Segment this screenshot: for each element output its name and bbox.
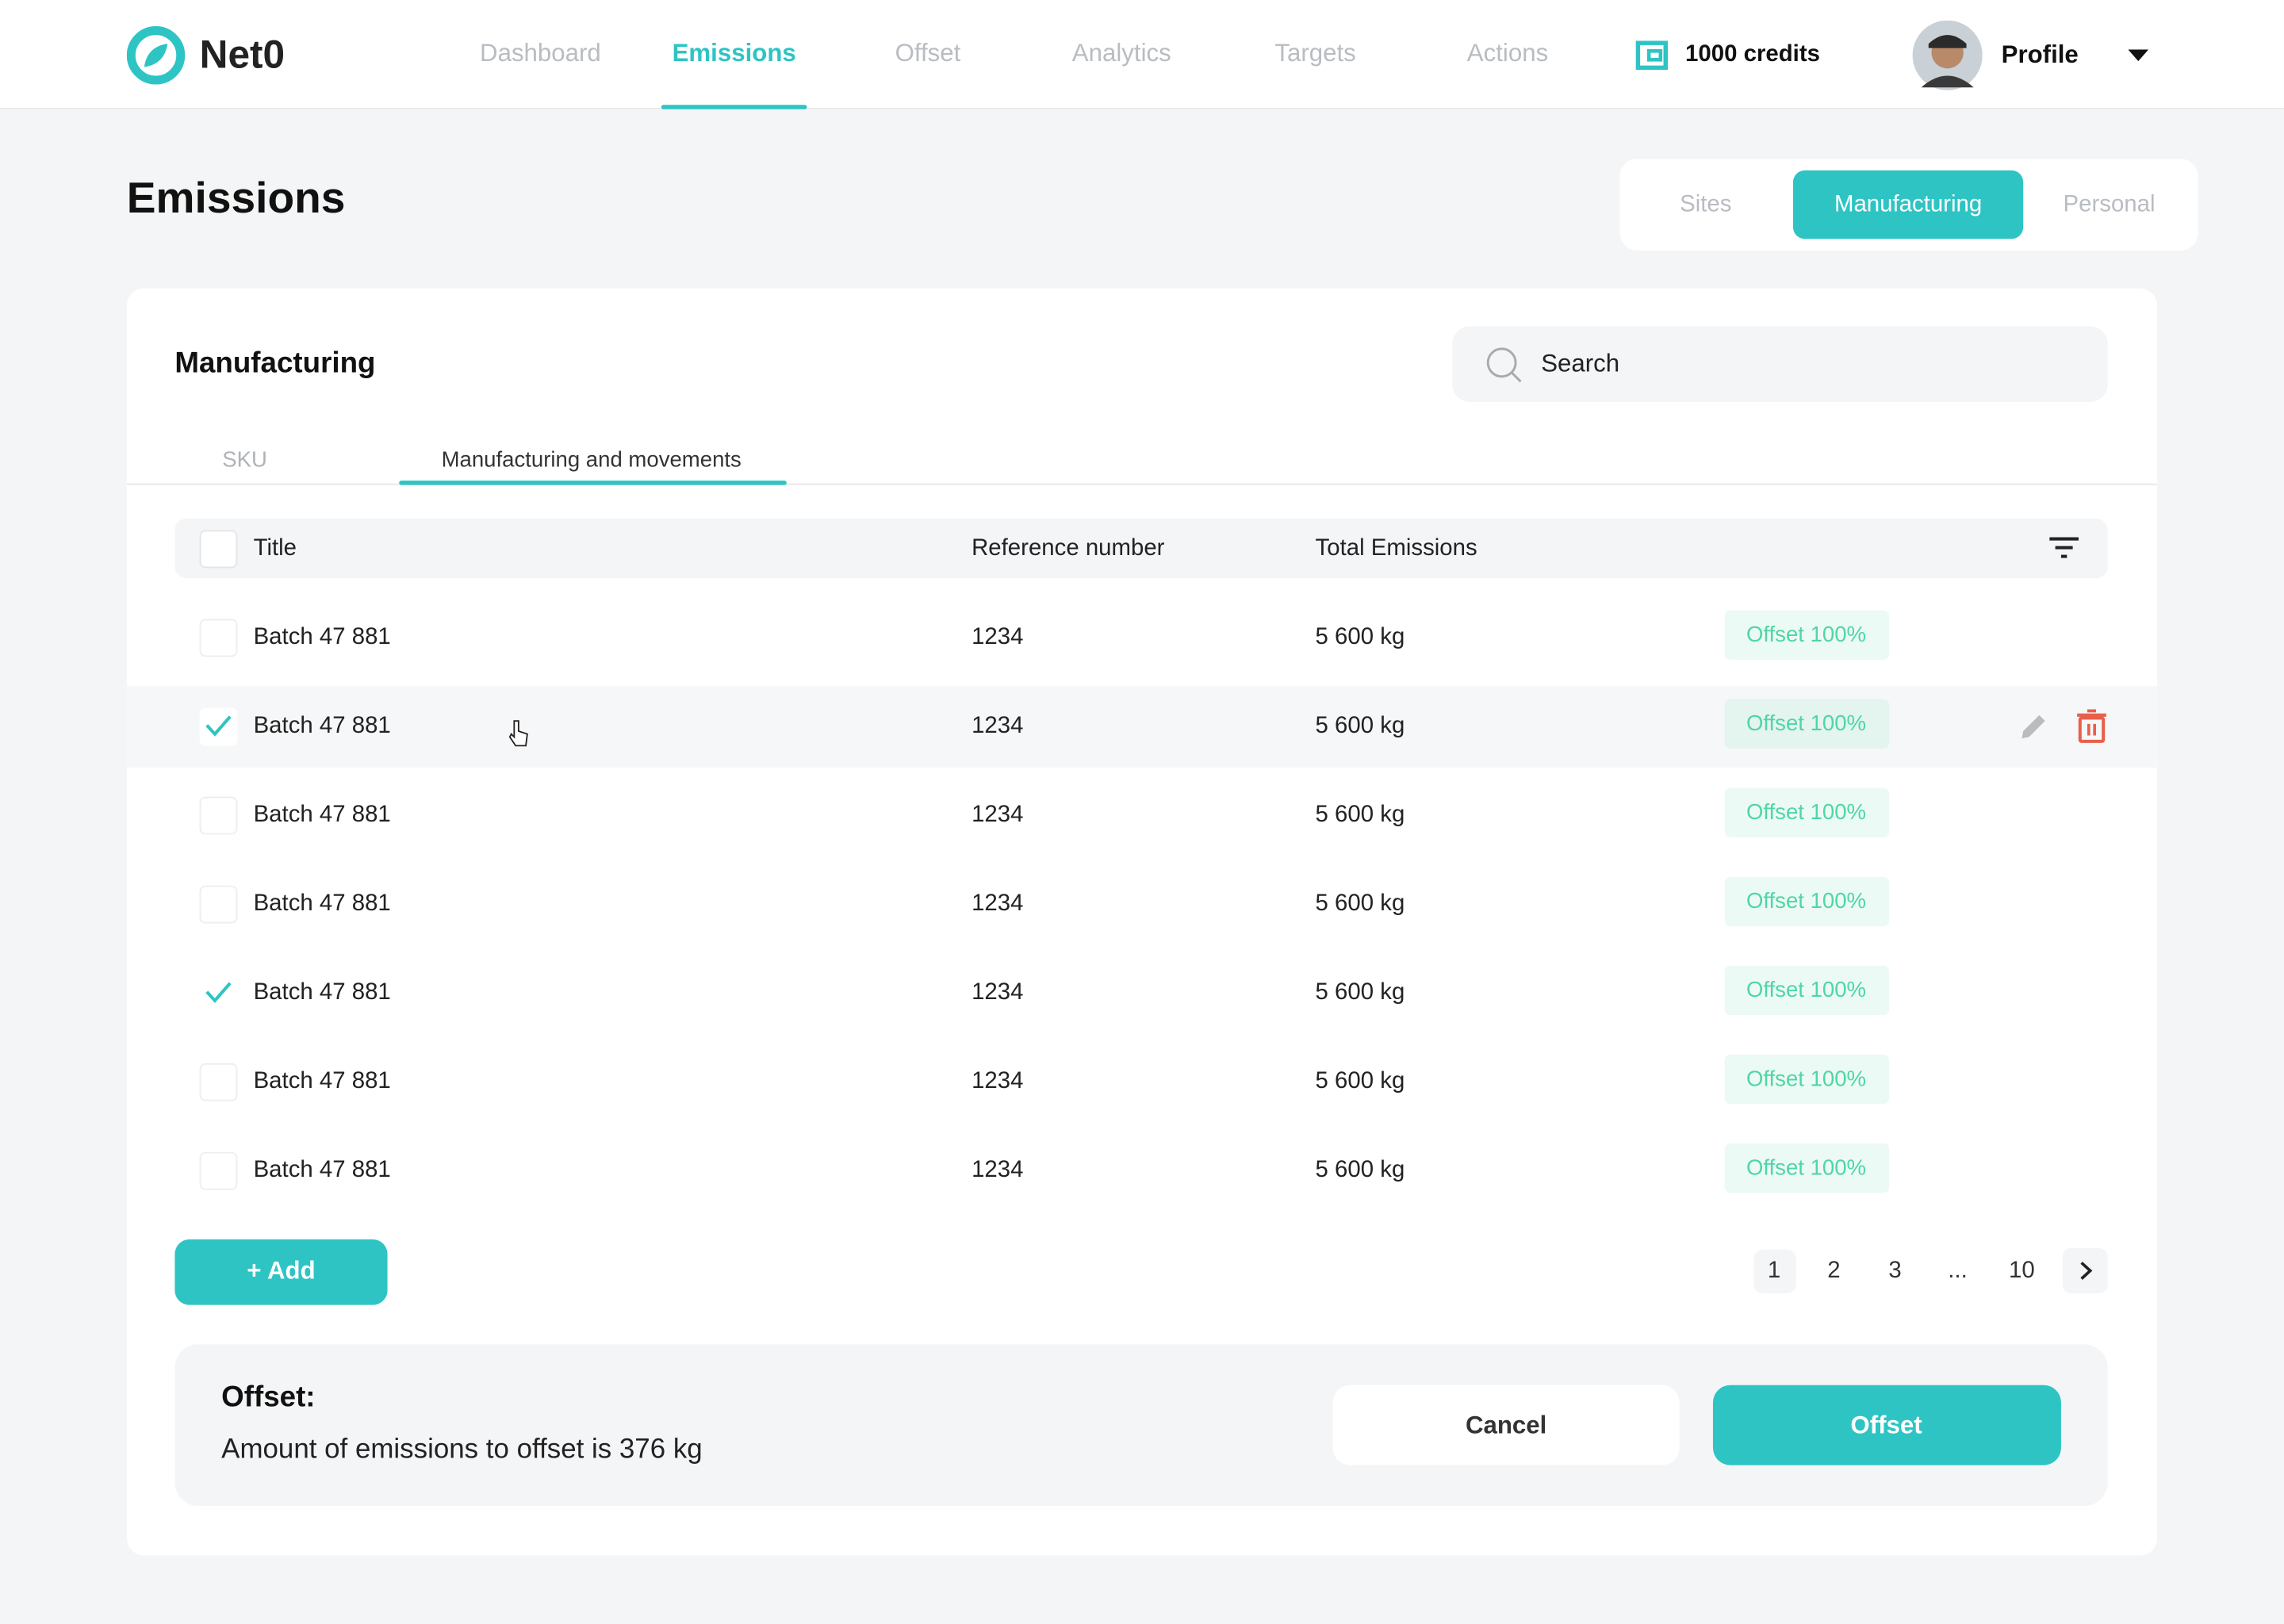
tab[interactable]: Manufacturing and movements — [441, 447, 742, 473]
offset-title: Offset: — [221, 1381, 316, 1414]
cancel-button[interactable] — [1332, 1385, 1680, 1465]
column-header: Total Emissions — [1315, 535, 1477, 561]
checkmark — [205, 715, 232, 737]
status-text: Offset 100% — [1746, 1067, 1867, 1092]
cursor — [508, 720, 528, 747]
row-title: Batch 47 881 — [253, 980, 391, 1005]
page-number[interactable]: 10 — [2008, 1258, 2035, 1284]
avatar[interactable] — [1912, 20, 1983, 90]
row-emissions: 5 600 kg — [1315, 1069, 1405, 1094]
add-button[interactable] — [174, 1239, 388, 1305]
filter-icon[interactable] — [2049, 536, 2081, 559]
row-reference: 1234 — [971, 891, 1024, 917]
nav-item[interactable]: Offset — [895, 39, 961, 67]
card-title: Manufacturing — [174, 347, 376, 380]
logo-text: Net0 — [199, 33, 286, 77]
row-title: Batch 47 881 — [253, 1069, 391, 1094]
status-pill — [1724, 1054, 1890, 1105]
next-page[interactable] — [2062, 1248, 2108, 1293]
status-text: Offset 100% — [1746, 711, 1867, 737]
row-emissions: 5 600 kg — [1315, 1158, 1405, 1183]
status-text: Offset 100% — [1746, 800, 1867, 825]
nav-item[interactable]: Emissions — [672, 39, 796, 67]
segment-active[interactable] — [1792, 170, 2024, 239]
nav-item[interactable]: Dashboard — [480, 39, 601, 67]
row-emissions: 5 600 kg — [1315, 713, 1405, 739]
status-pill — [1724, 787, 1890, 838]
row-title: Batch 47 881 — [253, 891, 391, 917]
status-pill — [1724, 1143, 1890, 1193]
tabs-border — [126, 483, 2158, 485]
column-header: Title — [253, 535, 297, 561]
row-title: Batch 47 881 — [253, 802, 391, 828]
row-reference: 1234 — [971, 713, 1024, 739]
wallet-icon — [1635, 40, 1669, 71]
add-button-label[interactable]: + Add — [247, 1257, 316, 1285]
tab[interactable]: SKU — [222, 447, 267, 473]
row-title: Batch 47 881 — [253, 713, 391, 739]
delete-icon[interactable] — [2075, 709, 2107, 744]
row-reference: 1234 — [971, 1158, 1024, 1183]
segment[interactable]: Manufacturing — [1834, 192, 1983, 217]
nav-underline — [661, 105, 807, 109]
checkbox[interactable] — [199, 1063, 238, 1101]
row-title: Batch 47 881 — [253, 1158, 391, 1183]
status-text: Offset 100% — [1746, 1155, 1867, 1181]
page-number[interactable]: 2 — [1827, 1258, 1841, 1284]
credits: 1000 credits — [1685, 42, 1820, 67]
row-emissions: 5 600 kg — [1315, 802, 1405, 828]
checkbox[interactable] — [199, 707, 238, 746]
status-pill — [1724, 699, 1890, 749]
status-pill — [1724, 965, 1890, 1016]
row-emissions: 5 600 kg — [1315, 891, 1405, 917]
cancel-label[interactable]: Cancel — [1465, 1411, 1547, 1439]
nav-item[interactable]: Targets — [1274, 39, 1356, 67]
offset-button[interactable] — [1712, 1385, 2061, 1465]
offset-label[interactable]: Offset — [1850, 1411, 1922, 1439]
column-header: Reference number — [971, 535, 1165, 561]
page-number[interactable]: ... — [1948, 1258, 1968, 1284]
status-pill — [1724, 610, 1890, 661]
row-emissions: 5 600 kg — [1315, 624, 1405, 650]
checkbox[interactable] — [199, 619, 238, 657]
row-title: Batch 47 881 — [253, 624, 391, 650]
checkbox[interactable] — [199, 974, 238, 1013]
status-text: Offset 100% — [1746, 889, 1867, 914]
offset-text: Amount of emissions to offset is 376 kg — [221, 1434, 703, 1465]
checkbox[interactable] — [199, 796, 238, 835]
search-icon — [1486, 347, 1522, 383]
next-arrow — [2080, 1262, 2093, 1280]
segment[interactable]: Personal — [2063, 192, 2156, 217]
row-emissions: 5 600 kg — [1315, 980, 1405, 1005]
checkmark — [205, 982, 232, 1003]
row-reference: 1234 — [971, 624, 1024, 650]
checkbox-all[interactable] — [199, 530, 238, 569]
status-pill — [1724, 876, 1890, 927]
segment[interactable]: Sites — [1680, 192, 1732, 217]
page-number[interactable]: 1 — [1767, 1258, 1781, 1284]
edit-icon[interactable] — [2018, 710, 2049, 742]
row-reference: 1234 — [971, 980, 1024, 1005]
status-text: Offset 100% — [1746, 978, 1867, 1003]
profile-caret[interactable] — [2128, 49, 2149, 63]
page-current — [1753, 1249, 1796, 1293]
page-title: Emissions — [126, 174, 346, 224]
row-reference: 1234 — [971, 802, 1024, 828]
checkbox[interactable] — [199, 885, 238, 924]
search-box[interactable] — [1452, 326, 2108, 402]
nav-item[interactable]: Actions — [1466, 39, 1549, 67]
search-placeholder: Search — [1541, 349, 1620, 377]
table-header — [174, 518, 2108, 579]
checkbox[interactable] — [199, 1151, 238, 1190]
profile-name[interactable]: Profile — [2001, 40, 2079, 69]
row-reference: 1234 — [971, 1069, 1024, 1094]
logo-icon — [126, 26, 186, 85]
tab-underline — [399, 481, 787, 485]
page-number[interactable]: 3 — [1888, 1258, 1902, 1284]
nav-item[interactable]: Analytics — [1071, 39, 1171, 67]
top-nav — [0, 0, 2284, 109]
status-text: Offset 100% — [1746, 622, 1867, 648]
